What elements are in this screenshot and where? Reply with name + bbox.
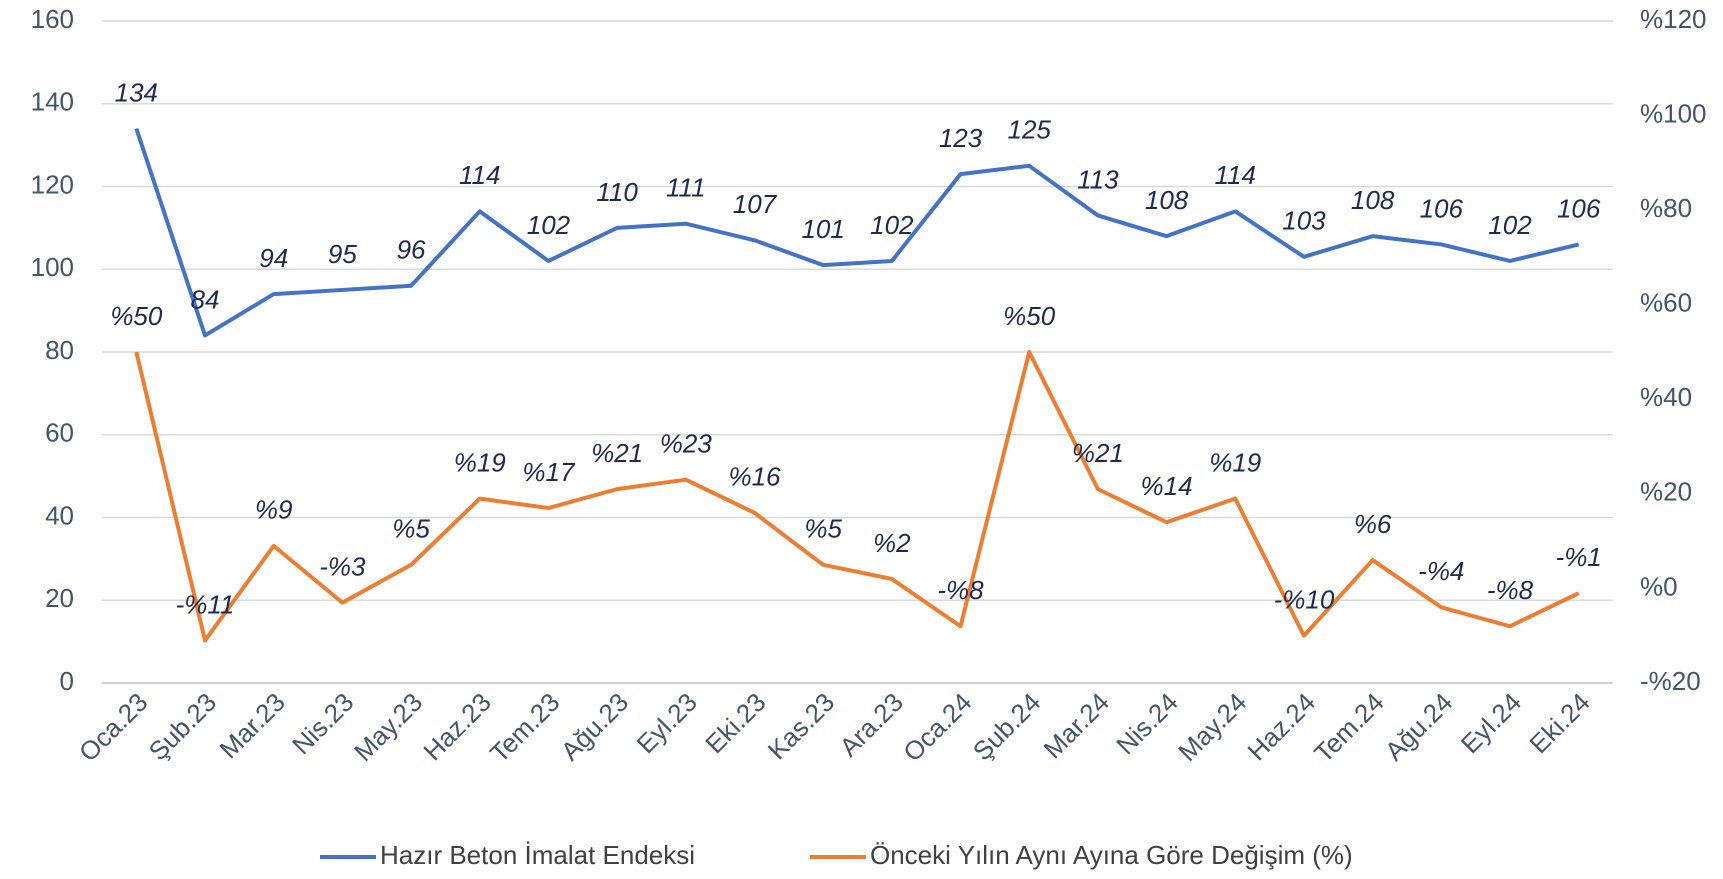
data-label: 108 xyxy=(1145,185,1189,215)
data-label: 114 xyxy=(1215,160,1256,190)
data-label: %50 xyxy=(1003,301,1056,331)
data-label: 125 xyxy=(1008,115,1052,145)
x-tick-label: Eki.23 xyxy=(699,687,771,759)
data-label: 95 xyxy=(328,239,357,269)
data-label: %50 xyxy=(110,301,163,331)
y-tick-label: 160 xyxy=(31,4,74,34)
x-tick-label: Oca.24 xyxy=(897,687,977,767)
y2-tick-label: -%20 xyxy=(1640,666,1701,696)
data-label: 114 xyxy=(459,160,500,190)
data-label: 94 xyxy=(259,243,288,273)
data-label: 103 xyxy=(1282,206,1326,236)
series-line xyxy=(134,350,1580,643)
data-label: 106 xyxy=(1420,193,1464,223)
data-label: 106 xyxy=(1557,193,1601,223)
y-tick-label: 100 xyxy=(31,252,74,282)
data-label: 123 xyxy=(939,123,983,153)
x-tick-label: Mar.24 xyxy=(1038,687,1115,764)
y-tick-label: 40 xyxy=(45,500,74,530)
data-label: %17 xyxy=(522,457,576,487)
y-tick-label: 0 xyxy=(60,666,74,696)
x-tick-label: Kas.23 xyxy=(762,687,840,765)
y2-tick-label: %40 xyxy=(1640,382,1692,412)
y2-tick-label: %80 xyxy=(1640,193,1692,223)
x-tick-label: Nis.23 xyxy=(286,687,359,760)
data-label: -%11 xyxy=(176,589,235,619)
data-label: %6 xyxy=(1354,509,1392,539)
data-label: %5 xyxy=(804,514,842,544)
x-tick-label: May.23 xyxy=(348,687,428,767)
data-label: 107 xyxy=(733,189,778,219)
data-label: -%3 xyxy=(319,551,366,581)
x-tick-label: Haz.23 xyxy=(417,687,496,766)
data-label: %19 xyxy=(1209,447,1261,477)
x-tick-label: Şub.23 xyxy=(143,687,222,766)
data-label: 102 xyxy=(527,210,571,240)
data-label: -%1 xyxy=(1556,542,1602,572)
data-label: %21 xyxy=(591,438,643,468)
data-label: 102 xyxy=(1488,210,1532,240)
data-label: -%4 xyxy=(1418,556,1464,586)
y-tick-label: 60 xyxy=(45,418,74,448)
data-label: 102 xyxy=(870,210,914,240)
series-line xyxy=(134,127,1580,338)
legend-label: Önceki Yılın Aynı Ayına Göre Değişim (%) xyxy=(870,840,1353,870)
y-tick-label: 120 xyxy=(31,169,74,199)
data-label: %5 xyxy=(392,514,430,544)
x-tick-label: Ağu.23 xyxy=(555,687,634,766)
data-label: -%10 xyxy=(1274,585,1335,615)
data-label: %21 xyxy=(1072,438,1124,468)
data-label: %2 xyxy=(873,528,911,558)
data-label: 108 xyxy=(1351,185,1395,215)
data-label: %19 xyxy=(454,447,506,477)
y2-tick-label: %100 xyxy=(1640,98,1707,128)
y2-tick-label: %60 xyxy=(1640,288,1692,318)
data-label: 84 xyxy=(191,284,220,314)
x-tick-label: Ağu.24 xyxy=(1379,687,1458,766)
data-label: -%8 xyxy=(937,575,984,605)
x-tick-label: Mar.23 xyxy=(213,687,290,764)
x-tick-label: May.24 xyxy=(1172,687,1252,767)
x-tick-label: Şub.24 xyxy=(967,687,1046,766)
y2-tick-label: %120 xyxy=(1640,4,1707,34)
y-tick-label: 20 xyxy=(45,583,74,613)
data-label: 110 xyxy=(596,177,638,207)
data-label: 96 xyxy=(397,235,426,265)
x-tick-label: Eyl.24 xyxy=(1455,687,1527,759)
data-label: 134 xyxy=(115,77,158,107)
x-tick-label: Eki.24 xyxy=(1523,687,1595,759)
x-tick-label: Nis.24 xyxy=(1110,687,1183,760)
y2-tick-label: %0 xyxy=(1640,571,1678,601)
x-tick-label: Eyl.23 xyxy=(631,687,703,759)
legend-label: Hazır Beton İmalat Endeksi xyxy=(380,840,695,870)
data-label: 101 xyxy=(801,214,844,244)
data-label: %23 xyxy=(660,429,713,459)
data-label: %14 xyxy=(1141,471,1193,501)
data-label: %16 xyxy=(728,462,781,492)
x-tick-label: Haz.24 xyxy=(1242,687,1321,766)
data-label: -%8 xyxy=(1487,575,1534,605)
data-label: 113 xyxy=(1077,164,1119,194)
x-tick-label: Ara.23 xyxy=(834,687,909,762)
x-tick-label: Tem.24 xyxy=(1308,687,1390,769)
x-tick-label: Tem.23 xyxy=(484,687,566,769)
y-tick-label: 80 xyxy=(45,335,74,365)
x-tick-label: Oca.23 xyxy=(73,687,153,767)
y2-tick-label: %20 xyxy=(1640,477,1692,507)
data-label: 111 xyxy=(666,173,706,203)
data-label: %9 xyxy=(255,495,293,525)
y-tick-label: 140 xyxy=(31,87,74,117)
